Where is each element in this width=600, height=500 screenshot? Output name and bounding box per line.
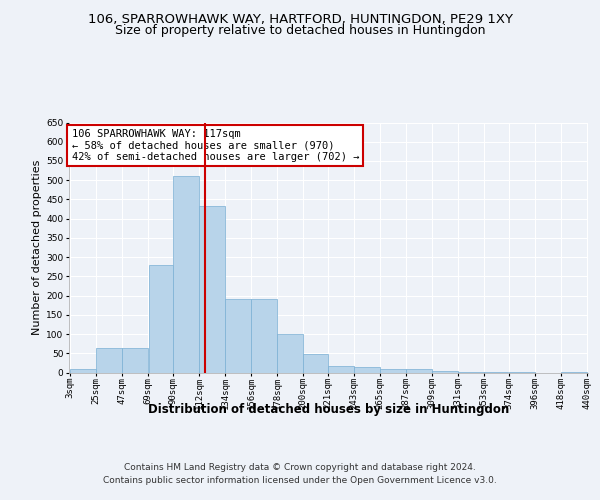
Bar	[354, 366, 380, 372]
Bar	[97, 348, 122, 372]
Text: Contains HM Land Registry data © Crown copyright and database right 2024.: Contains HM Land Registry data © Crown c…	[124, 462, 476, 471]
Bar	[328, 366, 353, 372]
Bar	[149, 265, 173, 372]
Text: Size of property relative to detached houses in Huntingdon: Size of property relative to detached ho…	[115, 24, 485, 37]
Bar	[251, 298, 277, 372]
Bar	[122, 348, 148, 372]
Bar	[304, 354, 328, 372]
Bar	[226, 298, 251, 372]
Y-axis label: Number of detached properties: Number of detached properties	[32, 160, 42, 335]
Bar	[406, 370, 431, 372]
Bar	[70, 370, 96, 372]
Text: Distribution of detached houses by size in Huntingdon: Distribution of detached houses by size …	[148, 402, 509, 415]
Bar	[173, 176, 199, 372]
Bar	[277, 334, 303, 372]
Text: 106 SPARROWHAWK WAY: 117sqm
← 58% of detached houses are smaller (970)
42% of se: 106 SPARROWHAWK WAY: 117sqm ← 58% of det…	[71, 128, 359, 162]
Bar	[199, 206, 225, 372]
Bar	[380, 368, 406, 372]
Text: Contains public sector information licensed under the Open Government Licence v3: Contains public sector information licen…	[103, 476, 497, 485]
Text: 106, SPARROWHAWK WAY, HARTFORD, HUNTINGDON, PE29 1XY: 106, SPARROWHAWK WAY, HARTFORD, HUNTINGD…	[88, 12, 512, 26]
